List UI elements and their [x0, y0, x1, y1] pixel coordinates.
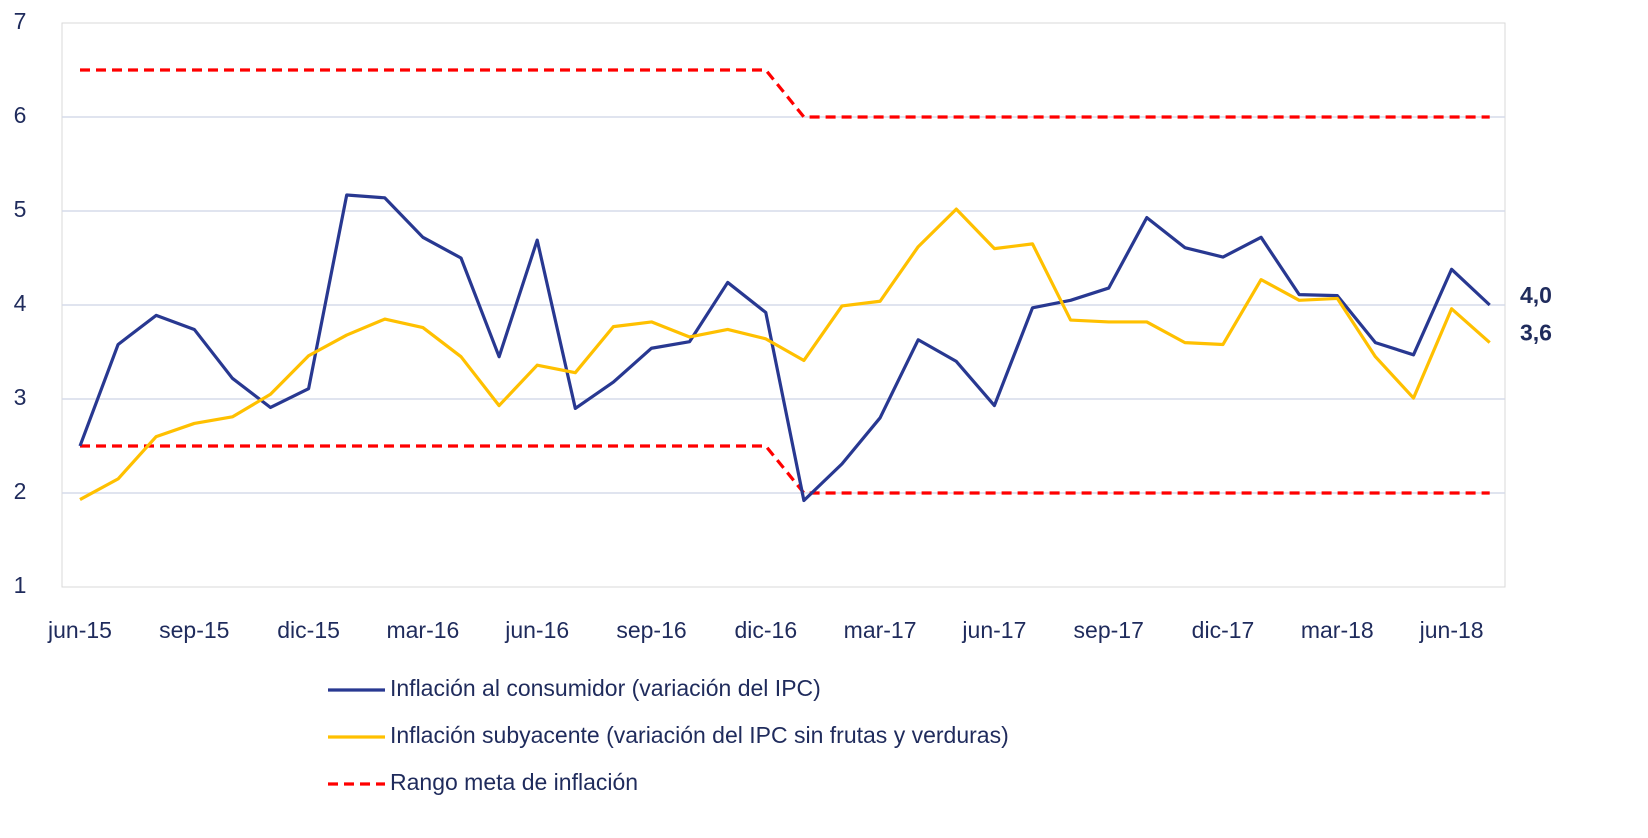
range-lower — [80, 444, 1490, 495]
x-tick-label: dic-17 — [1192, 617, 1255, 643]
y-tick-label: 1 — [14, 572, 27, 598]
x-tick-label: dic-16 — [734, 617, 797, 643]
x-tick-label: mar-17 — [844, 617, 917, 643]
x-tick-label: dic-15 — [277, 617, 340, 643]
legend-label: Inflación subyacente (variación del IPC … — [390, 722, 1009, 748]
y-tick-label: 5 — [14, 196, 27, 222]
y-tick-label: 7 — [14, 8, 27, 34]
legend-label: Rango meta de inflación — [390, 769, 638, 795]
y-tick-label: 2 — [14, 478, 27, 504]
x-tick-label: jun-15 — [47, 617, 112, 643]
x-tick-label: jun-16 — [504, 617, 569, 643]
y-tick-label: 6 — [14, 102, 27, 128]
y-tick-label: 3 — [14, 384, 27, 410]
end-label: 4,0 — [1520, 282, 1552, 308]
x-tick-label: mar-16 — [386, 617, 459, 643]
x-tick-label: sep-15 — [159, 617, 229, 643]
x-tick-label: mar-18 — [1301, 617, 1374, 643]
y-tick-label: 4 — [14, 290, 27, 316]
x-tick-label: jun-17 — [961, 617, 1026, 643]
series-line — [78, 193, 1491, 503]
legend-label: Inflación al consumidor (variación del I… — [390, 675, 821, 701]
range-upper — [80, 68, 1490, 119]
x-tick-label: jun-18 — [1419, 617, 1484, 643]
end-label: 3,6 — [1520, 320, 1552, 346]
x-tick-label: sep-17 — [1074, 617, 1144, 643]
series-line — [79, 207, 1491, 501]
x-tick-label: sep-16 — [616, 617, 686, 643]
